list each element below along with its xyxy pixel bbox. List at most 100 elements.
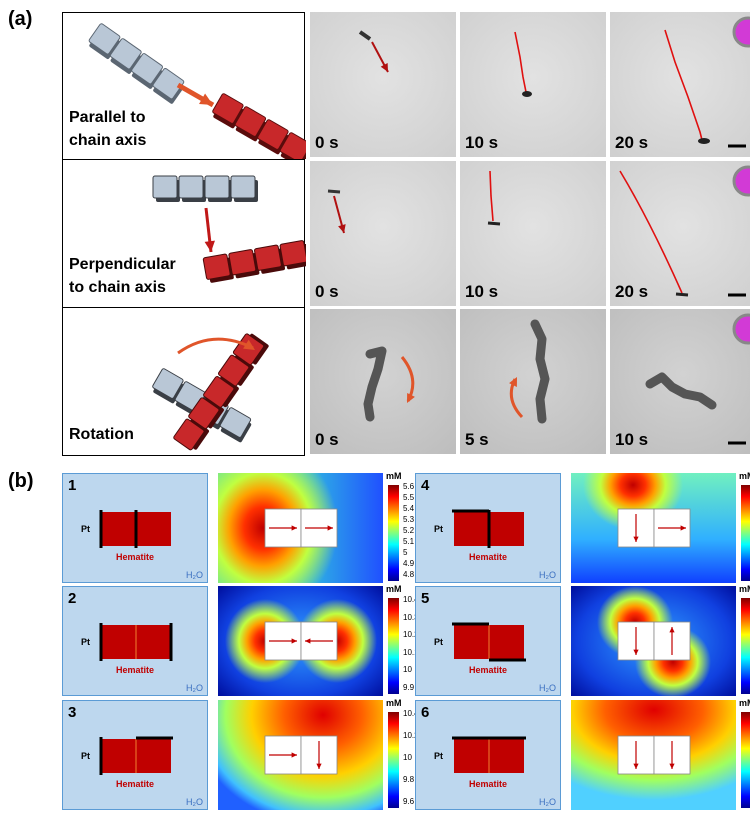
time-label: 0 s: [315, 282, 339, 302]
hematite-label: Hematite: [116, 779, 154, 789]
unit-label: mM: [386, 698, 402, 708]
pt-label: Pt: [81, 751, 90, 761]
colorbar-tick: 5.1: [403, 537, 414, 546]
micrograph: 20 s: [610, 12, 750, 157]
micrograph: 0 s: [310, 12, 456, 157]
chain: [522, 91, 532, 97]
micrograph: 5 s: [460, 309, 606, 454]
water-label: H₂O: [186, 570, 203, 580]
micrograph: 10 s: [460, 161, 606, 306]
chain: [488, 223, 500, 224]
unit-label: mM: [739, 698, 750, 708]
pt-label: Pt: [81, 637, 90, 647]
caption: chain axis: [69, 132, 146, 150]
trail: [490, 171, 493, 221]
colorbar-tick: 5.3: [403, 515, 414, 524]
water-label: H₂O: [186, 797, 203, 807]
schematic: 1PtHematiteH₂O: [62, 473, 208, 583]
heatmap: [571, 473, 736, 583]
micrograph: 0 s: [310, 309, 456, 454]
hematite-label: Hematite: [469, 779, 507, 789]
drawing: [571, 473, 736, 583]
trail: [515, 32, 526, 92]
pt-label: Pt: [434, 524, 443, 534]
colorbar: [388, 485, 399, 581]
pt-label: Pt: [434, 637, 443, 647]
time-label: 20 s: [615, 133, 648, 153]
hematite-label: Hematite: [469, 552, 507, 562]
block: [179, 176, 203, 198]
heatmap: [218, 473, 383, 583]
micrograph: 10 s: [610, 309, 750, 454]
panel-label: (a): [8, 8, 32, 31]
pt-label: Pt: [434, 751, 443, 761]
chain: [328, 191, 340, 192]
time-label: 10 s: [615, 430, 648, 450]
block: [153, 176, 177, 198]
chain: [698, 138, 710, 144]
hematite-label: Hematite: [469, 665, 507, 675]
chain: [203, 240, 306, 284]
caption: to chain axis: [69, 279, 166, 297]
time-label: 10 s: [465, 282, 498, 302]
caption: Parallel to: [69, 109, 145, 127]
drawing: [218, 586, 383, 696]
heatmap: [571, 586, 736, 696]
micrograph: 0 s: [310, 161, 456, 306]
unit-label: mM: [739, 471, 750, 481]
colorbar: [741, 712, 750, 808]
trail: [620, 171, 682, 293]
colorbar-tick: 9.8: [403, 775, 414, 784]
colorbar-tick: 10: [403, 665, 412, 674]
schematic: 5PtHematiteH₂O: [415, 586, 561, 696]
hematite-label: Hematite: [116, 552, 154, 562]
drawing: [571, 586, 736, 696]
water-label: H₂O: [539, 797, 556, 807]
caption: Perpendicular: [69, 256, 176, 274]
diagram-cell: Rotation: [62, 308, 305, 456]
block: [254, 245, 281, 271]
block: [203, 254, 230, 280]
colorbar-tick: 10: [403, 753, 412, 762]
time-label: 0 s: [315, 133, 339, 153]
trail: [665, 30, 702, 140]
chain: [86, 23, 187, 105]
colorbar-tick: 4.8: [403, 570, 414, 579]
block: [280, 240, 306, 266]
colorbar: [741, 598, 750, 694]
figure: (a) Parallel to chain axis 0 s 10 s 20 s Perpe…: [0, 0, 750, 834]
chain: [360, 32, 370, 39]
water-label: H₂O: [539, 570, 556, 580]
colorbar-tick: 5.6: [403, 482, 414, 491]
time-label: 10 s: [465, 133, 498, 153]
heatmap: [218, 586, 383, 696]
chain: [210, 93, 306, 159]
unit-label: mM: [739, 584, 750, 594]
water-label: H₂O: [539, 683, 556, 693]
block: [205, 176, 229, 198]
heatmap: [218, 700, 383, 810]
chain: [676, 294, 688, 295]
colorbar-tick: 9.9: [403, 683, 414, 692]
unit-label: mM: [386, 471, 402, 481]
colorbar-tick: 9.6: [403, 797, 414, 806]
colorbar: [388, 712, 399, 808]
colorbar-tick: 5.4: [403, 504, 414, 513]
diagram-cell: Perpendicular to chain axis: [62, 160, 305, 308]
colorbar-tick: 5.5: [403, 493, 414, 502]
pt-label: Pt: [81, 524, 90, 534]
drawing: [571, 700, 736, 810]
water-label: H₂O: [186, 683, 203, 693]
hematite-label: Hematite: [116, 665, 154, 675]
light-icon: [734, 315, 750, 343]
time-label: 5 s: [465, 430, 489, 450]
colorbar-tick: 5: [403, 548, 407, 557]
heatmap: [571, 700, 736, 810]
unit-label: mM: [386, 584, 402, 594]
time-label: 20 s: [615, 282, 648, 302]
caption: Rotation: [69, 426, 134, 444]
chain: [535, 324, 545, 419]
drawing: [218, 700, 383, 810]
